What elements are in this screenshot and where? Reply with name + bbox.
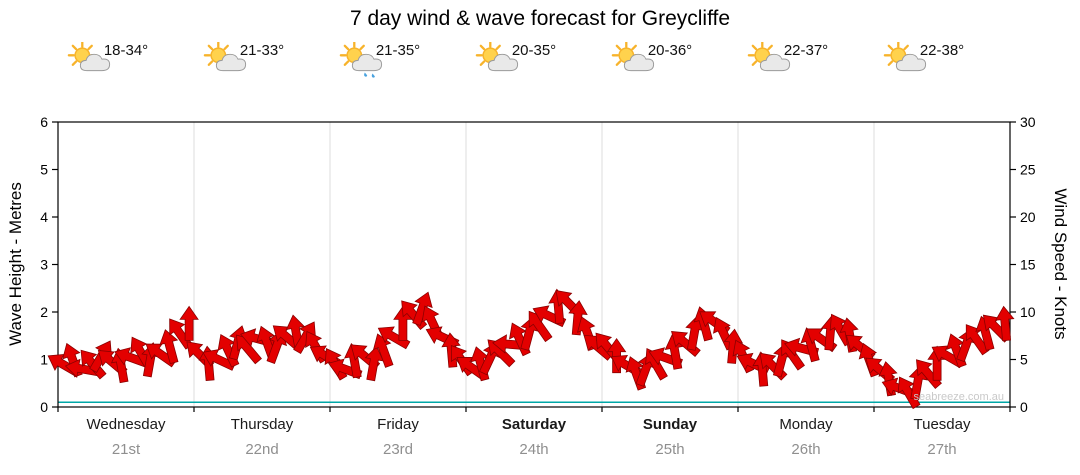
day-name: Tuesday <box>913 416 971 433</box>
day-name: Monday <box>779 416 833 433</box>
right-tick-label: 10 <box>1020 304 1036 320</box>
sun-cloud-icon <box>203 42 247 72</box>
left-tick-label: 0 <box>40 399 48 415</box>
day-name: Wednesday <box>86 416 166 433</box>
left-tick-label: 4 <box>40 209 48 225</box>
cloud-icon <box>895 53 927 72</box>
cloud-icon <box>487 53 519 72</box>
wind-arrow <box>897 376 921 410</box>
day-date: 24th <box>519 441 549 458</box>
wind-arrow <box>293 321 316 354</box>
wind-arrow <box>606 337 627 374</box>
temperature-range: 22-37° <box>783 42 829 59</box>
day-date: 22nd <box>245 441 279 458</box>
left-tick-label: 2 <box>40 304 48 320</box>
temperature-range: 18-34° <box>103 42 149 59</box>
day-header: 22-37° <box>746 42 866 72</box>
wind-arrow <box>159 329 179 365</box>
day-date: 25th <box>655 441 685 458</box>
sun-cloud-icon <box>883 42 927 72</box>
day-label: Friday 23rd <box>328 416 468 458</box>
day-header: 21-33° <box>202 42 322 72</box>
left-axis-label: Wave Height - Metres <box>6 182 25 346</box>
wind-arrow <box>179 305 199 341</box>
day-date: 27th <box>927 441 957 458</box>
temperature-range: 20-36° <box>647 42 693 59</box>
rain-drop-icon <box>371 73 375 78</box>
cloud-icon <box>623 53 655 72</box>
wind-arrow <box>995 305 1015 342</box>
right-tick-label: 15 <box>1020 257 1036 273</box>
sun-cloud-rain-icon <box>339 42 383 78</box>
left-tick-label: 3 <box>40 257 48 273</box>
day-name: Saturday <box>501 416 567 433</box>
sun-cloud-icon <box>67 42 111 72</box>
cloud-icon <box>215 53 247 72</box>
cloud-icon <box>79 53 111 72</box>
day-label: Saturday 24th <box>464 416 604 458</box>
temperature-range: 21-35° <box>375 42 421 59</box>
day-header: 20-36° <box>610 42 730 72</box>
day-label: Wednesday 21st <box>56 416 196 458</box>
cloud-icon <box>351 53 383 72</box>
chart-title: 7 day wind & wave forecast for Greycliff… <box>349 7 731 30</box>
cloud-icon <box>759 53 791 72</box>
right-tick-label: 25 <box>1020 162 1036 178</box>
wind-arrow <box>412 291 433 327</box>
day-label: Thursday 22nd <box>192 416 332 458</box>
watermark: seabreeze.com.au <box>914 391 1005 403</box>
sun-icon <box>203 42 233 70</box>
day-date: 23rd <box>382 441 414 458</box>
day-name: Friday <box>377 416 419 433</box>
wind-arrow <box>364 345 384 382</box>
day-date: 26th <box>791 441 821 458</box>
sun-cloud-icon <box>475 42 519 72</box>
sun-cloud-icon <box>611 42 655 72</box>
temperature-range: 21-33° <box>239 42 285 59</box>
right-tick-label: 0 <box>1020 399 1028 415</box>
wind-arrow <box>723 328 744 364</box>
day-header: 20-35° <box>474 42 594 72</box>
right-axis-label: Wind Speed - Knots <box>1051 188 1070 340</box>
day-date: 21st <box>111 441 141 458</box>
day-label: Sunday 25th <box>600 416 740 458</box>
left-tick-label: 6 <box>40 114 48 130</box>
rain-drop-icon <box>364 72 368 77</box>
day-header: 21-35° <box>338 42 458 78</box>
right-tick-label: 5 <box>1020 352 1028 368</box>
day-name: Thursday <box>230 416 294 433</box>
right-tick-label: 30 <box>1020 114 1036 130</box>
day-label: Tuesday 27th <box>872 416 1012 458</box>
sun-cloud-icon <box>747 42 791 72</box>
day-header: 22-38° <box>882 42 1002 72</box>
day-name: Sunday <box>642 416 698 433</box>
temperature-range: 22-38° <box>919 42 965 59</box>
left-tick-label: 1 <box>40 352 48 368</box>
left-tick-label: 5 <box>40 162 48 178</box>
temperature-range: 20-35° <box>511 42 557 59</box>
day-label: Monday 26th <box>736 416 876 458</box>
day-header: 18-34° <box>66 42 186 72</box>
right-tick-label: 20 <box>1020 209 1036 225</box>
